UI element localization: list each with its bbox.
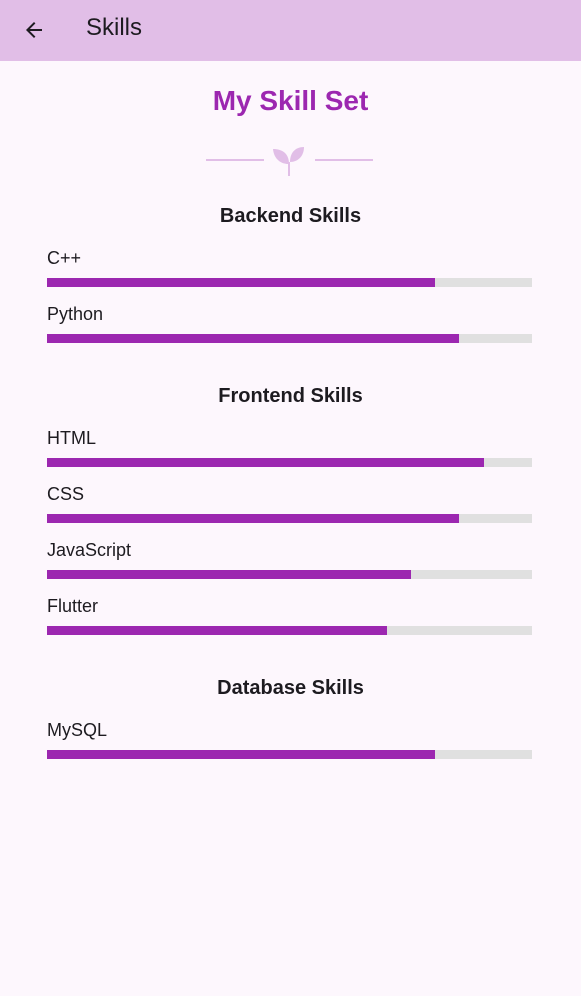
section-title-database: Database Skills: [217, 677, 364, 699]
skill-progress-fill: [47, 278, 435, 287]
skill-progress-python: [47, 334, 532, 343]
skill-progress-cpp: [47, 278, 532, 287]
skill-progress-html: [47, 458, 532, 467]
skill-progress-fill: [47, 626, 387, 635]
skill-label-python: Python: [47, 304, 104, 324]
skill-label-javascript: JavaScript: [47, 540, 132, 560]
skill-progress-fill: [47, 570, 411, 579]
app-bar-title: Skills: [86, 14, 143, 41]
sprout-icon: [273, 147, 304, 176]
back-button[interactable]: [14, 10, 54, 50]
app-bar: Skills: [0, 0, 581, 61]
page-title: My Skill Set: [212, 85, 369, 116]
skill-progress-flutter: [47, 626, 532, 635]
skill-label-mysql: MySQL: [47, 720, 108, 740]
skill-progress-javascript: [47, 570, 532, 579]
section-title-backend: Backend Skills: [219, 205, 362, 227]
skill-progress-mysql: [47, 750, 532, 759]
skill-label-flutter: Flutter: [47, 596, 99, 616]
skill-label-cpp: C++: [47, 248, 82, 268]
skill-progress-css: [47, 514, 532, 523]
skill-progress-fill: [47, 514, 460, 523]
skill-label-html: HTML: [47, 428, 96, 448]
skill-label-css: CSS: [47, 484, 85, 504]
section-title-frontend: Frontend Skills: [218, 385, 363, 407]
skill-progress-fill: [47, 458, 484, 467]
skill-progress-fill: [47, 334, 460, 343]
title-divider: [206, 147, 373, 176]
arrow-left-icon: [26, 22, 42, 38]
skill-progress-fill: [47, 750, 435, 759]
